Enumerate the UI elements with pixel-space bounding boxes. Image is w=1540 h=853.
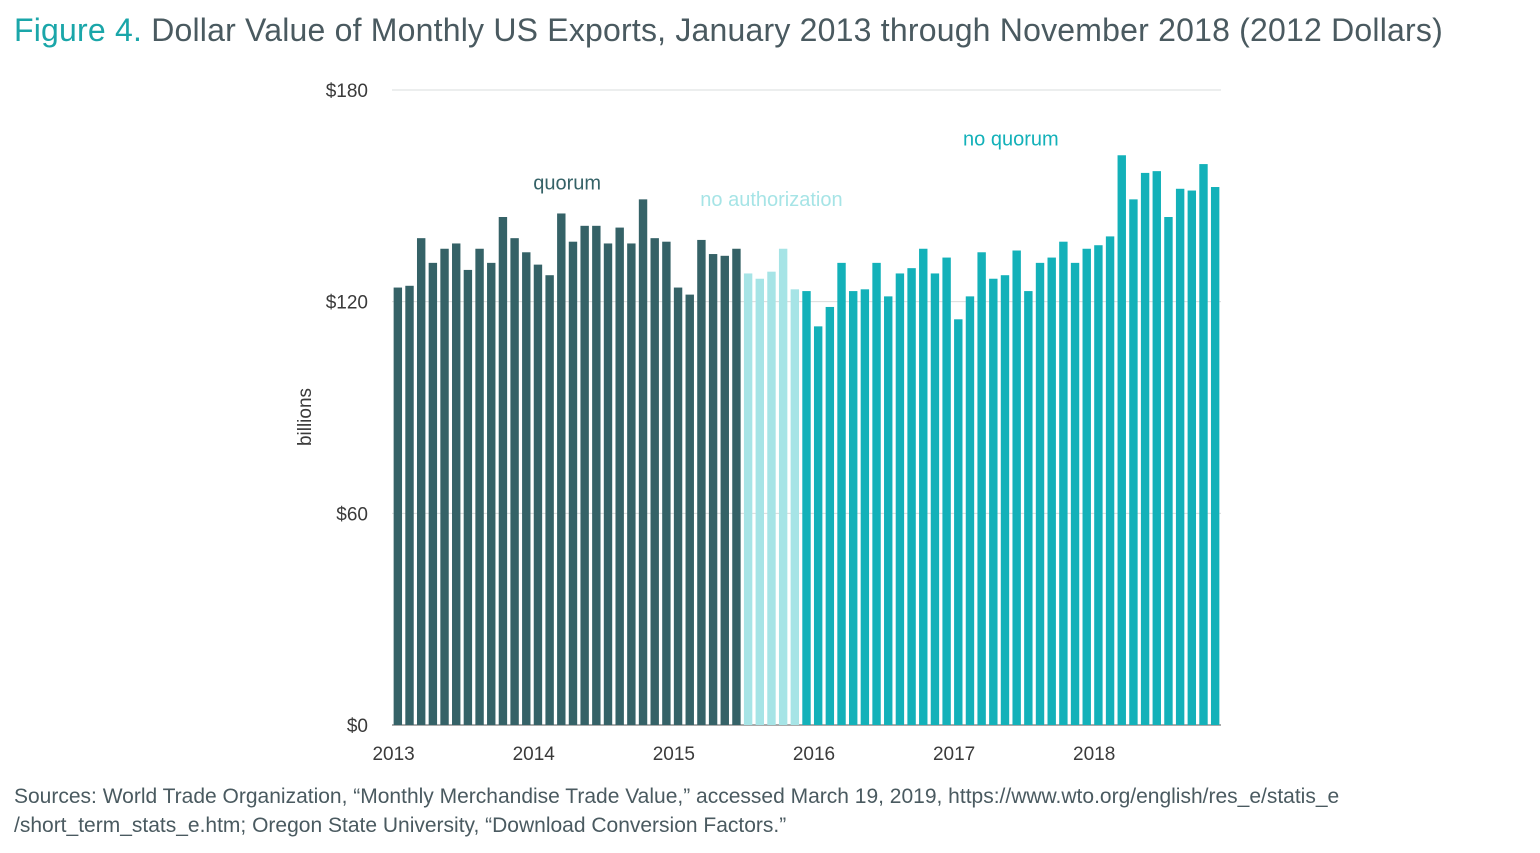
bar	[919, 248, 928, 725]
bar	[545, 275, 554, 725]
y-tick-label: $180	[326, 81, 368, 102]
bar	[1129, 199, 1138, 726]
bar	[1035, 262, 1045, 725]
bar	[767, 271, 776, 725]
bar	[1070, 262, 1080, 725]
bar	[930, 273, 940, 725]
bar	[1152, 171, 1161, 725]
bar	[1094, 245, 1103, 725]
bar	[825, 306, 835, 725]
bar	[708, 254, 718, 725]
x-axis-year-labels: 2013 2014 2015 2016 2017 2018	[372, 744, 1115, 765]
bar	[790, 289, 800, 725]
figure-label: Figure 4.	[14, 12, 143, 48]
bar	[849, 291, 858, 725]
bar	[638, 199, 648, 726]
y-tick-label: $120	[326, 293, 368, 314]
bar	[393, 287, 403, 725]
y-axis-label: billions	[295, 388, 316, 446]
bar	[533, 264, 543, 725]
series-labels: quorum no authorization no quorum	[533, 128, 1058, 211]
bar	[1175, 188, 1185, 725]
bar	[1117, 155, 1126, 725]
x-tick-label: 2015	[653, 744, 695, 765]
bar	[498, 217, 508, 725]
bar	[1210, 187, 1220, 725]
series-label: no authorization	[700, 189, 842, 211]
bar	[907, 268, 916, 725]
bar	[1024, 291, 1033, 725]
sources-line-1: Sources: World Trade Organization, “Mont…	[14, 785, 1340, 808]
bar	[860, 289, 870, 725]
series-label: quorum	[533, 172, 601, 194]
bar	[475, 248, 484, 725]
bar	[837, 262, 846, 725]
bar	[942, 257, 951, 725]
bar	[428, 262, 438, 725]
bar	[487, 262, 496, 725]
bar	[416, 238, 426, 725]
bar	[627, 243, 636, 726]
bar	[802, 291, 811, 725]
figure-title-text: Dollar Value of Monthly US Exports, Janu…	[151, 12, 1443, 48]
bar	[1082, 248, 1091, 725]
bar	[1059, 241, 1068, 725]
bar	[510, 238, 519, 725]
bar	[557, 213, 566, 725]
bar	[989, 278, 998, 725]
bar	[732, 248, 741, 725]
bar	[965, 296, 975, 725]
x-tick-label: 2017	[933, 744, 975, 765]
x-tick-label: 2014	[513, 744, 556, 765]
bar	[615, 227, 624, 726]
bar	[884, 296, 893, 725]
bar	[1047, 257, 1056, 725]
bar	[872, 262, 881, 725]
y-tick-label: $60	[336, 504, 368, 525]
bar	[580, 225, 589, 725]
bar	[1000, 275, 1010, 725]
y-axis-tick-labels: $0 $60 $120 $180	[326, 81, 368, 737]
bar	[778, 248, 788, 725]
bar	[650, 238, 659, 725]
x-tick-label: 2016	[793, 744, 835, 765]
bar	[755, 278, 764, 725]
y-tick-label: $0	[347, 716, 368, 737]
bar	[977, 252, 986, 725]
bar	[720, 255, 729, 726]
bar	[895, 273, 905, 725]
bar	[463, 269, 473, 725]
bar	[440, 248, 449, 725]
bar	[697, 239, 706, 726]
bar	[568, 241, 578, 725]
bar	[522, 252, 531, 725]
bar	[673, 287, 683, 725]
bar	[662, 241, 671, 725]
bar	[813, 326, 823, 725]
bar	[603, 243, 613, 726]
bar	[1105, 236, 1115, 725]
sources-line-2: /short_term_stats_e.htm; Oregon State Un…	[14, 814, 787, 837]
bars	[393, 155, 1220, 726]
sources-note: Sources: World Trade Organization, “Mont…	[14, 782, 1524, 840]
bar	[743, 273, 753, 725]
bar	[954, 319, 963, 725]
bar	[1012, 250, 1021, 725]
bar	[405, 285, 414, 725]
figure-title: Figure 4. Dollar Value of Monthly US Exp…	[14, 12, 1443, 49]
x-tick-label: 2018	[1073, 744, 1115, 765]
bar	[1164, 217, 1173, 725]
bar	[685, 294, 694, 725]
x-tick-label: 2013	[372, 744, 414, 765]
bar	[1187, 190, 1197, 725]
bar	[592, 225, 601, 725]
bar	[1140, 172, 1150, 725]
bar	[1199, 164, 1208, 726]
bar	[452, 243, 461, 726]
series-label: no quorum	[963, 128, 1059, 150]
